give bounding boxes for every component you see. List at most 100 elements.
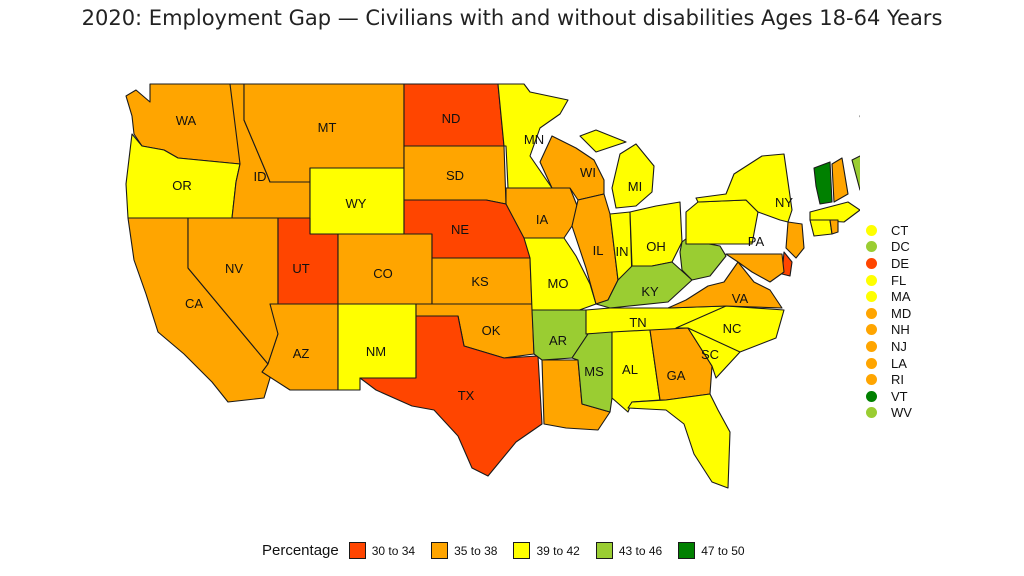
state-label-id: ID (254, 169, 267, 184)
state-tx (359, 315, 543, 477)
legend-swatch (678, 542, 696, 559)
state-label-il: IL (593, 243, 604, 258)
state-label-mo: MO (548, 276, 569, 291)
legend-items: 30 to 34 35 to 38 39 to 42 43 to 46 47 to 50 (348, 542, 761, 559)
state-label-mn: MN (524, 132, 544, 147)
small-states-legend: CT DC DE FL MA MD NH NJ LA RI VT WV (862, 222, 952, 421)
legend-label: 39 to 42 (536, 543, 580, 558)
small-state-row-ri: RI (862, 371, 952, 388)
state-label-ut: UT (292, 261, 309, 276)
state-label-ks: KS (471, 274, 489, 289)
small-state-dot (866, 241, 877, 253)
state-vt (813, 161, 833, 205)
state-label-ca: CA (185, 296, 203, 311)
state-me (851, 115, 860, 191)
state-label-nm: NM (366, 344, 386, 359)
legend-label: 47 to 50 (701, 543, 745, 558)
legend-item: 30 to 34 (348, 542, 416, 559)
state-label-oh: OH (646, 239, 666, 254)
state-nh (831, 157, 849, 203)
state-label-pa: PA (748, 234, 765, 249)
state-label-ga: GA (667, 368, 686, 383)
us-choropleth-map: WA OR CA ID NV MT WY UT AZ CO NM ND SD NE KS OK TX MN IA MO… (125, 83, 860, 489)
small-state-label: NH (891, 322, 910, 338)
small-state-label: DE (891, 255, 910, 271)
state-label-al: AL (622, 362, 638, 377)
small-state-row-md: MD (862, 305, 952, 322)
legend-swatch (595, 542, 613, 559)
state-label-nd: ND (442, 111, 461, 126)
legend-label: 35 to 38 (454, 543, 498, 558)
state-nj (785, 221, 805, 259)
state-mn (497, 83, 569, 189)
state-label-sd: SD (446, 168, 464, 183)
small-state-dot (866, 307, 877, 319)
state-label-ky: KY (641, 284, 659, 299)
state-md (725, 253, 785, 283)
small-state-dot (866, 274, 877, 286)
small-state-label: NJ (891, 338, 907, 354)
state-label-va: VA (732, 291, 749, 306)
small-state-dot (866, 374, 877, 386)
legend-item: 47 to 50 (678, 542, 745, 559)
state-label-ny: NY (775, 195, 793, 210)
small-state-dot (866, 257, 877, 269)
small-state-label: DC (891, 239, 910, 255)
state-label-tn: TN (629, 315, 646, 330)
legend-title: Percentage (262, 542, 339, 559)
state-label-wa: WA (176, 113, 197, 128)
state-label-tx: TX (458, 388, 475, 403)
small-state-dot (866, 357, 877, 369)
small-state-label: MA (891, 289, 911, 305)
small-state-row-la: LA (862, 355, 952, 372)
state-va (667, 261, 783, 309)
small-state-label: WV (891, 405, 912, 421)
state-mi (579, 129, 655, 209)
legend-label: 30 to 34 (371, 543, 416, 558)
state-label-mt: MT (318, 120, 337, 135)
small-state-label: CT (891, 222, 909, 238)
state-ia (505, 187, 579, 239)
legend-item: 35 to 38 (431, 542, 497, 559)
small-state-row-wv: WV (862, 405, 952, 422)
legend-item: 43 to 46 (595, 542, 662, 559)
state-ny (695, 153, 793, 223)
state-label-ok: OK (482, 323, 501, 338)
state-label-mi: MI (628, 179, 642, 194)
state-label-sc: SC (701, 347, 719, 362)
state-label-wy: WY (346, 196, 367, 211)
state-label-nc: NC (723, 321, 742, 336)
state-label-or: OR (172, 178, 192, 193)
small-state-row-vt: VT (862, 388, 952, 405)
state-ky (595, 261, 693, 309)
small-state-row-fl: FL (862, 272, 952, 289)
state-label-ne: NE (451, 222, 469, 237)
small-state-row-de: DE (862, 255, 952, 272)
small-state-label: LA (891, 355, 907, 371)
small-state-label: FL (891, 272, 907, 288)
state-oh (629, 201, 683, 267)
state-label-nv: NV (225, 261, 243, 276)
state-label-az: AZ (293, 346, 310, 361)
small-state-dot (866, 407, 877, 419)
state-label-ar: AR (549, 333, 567, 348)
small-state-row-nj: NJ (862, 338, 952, 355)
state-fl (627, 393, 731, 489)
legend-item: 39 to 42 (513, 542, 580, 559)
small-state-dot (866, 390, 877, 402)
state-label-ms: MS (584, 364, 604, 379)
state-ct (809, 219, 833, 237)
small-state-label: MD (891, 305, 912, 321)
small-state-dot (866, 340, 877, 352)
small-state-row-nh: NH (862, 322, 952, 339)
state-ri (829, 219, 839, 235)
small-state-dot (866, 224, 877, 236)
small-state-label: VT (891, 388, 908, 404)
small-state-label: RI (891, 372, 904, 388)
small-state-row-dc: DC (862, 239, 952, 256)
state-label-co: CO (373, 266, 393, 281)
small-state-row-ma: MA (862, 288, 952, 305)
legend-swatch (513, 542, 531, 559)
page-title: 2020: Employment Gap — Civilians with an… (81, 6, 943, 30)
small-state-dot (866, 324, 877, 336)
